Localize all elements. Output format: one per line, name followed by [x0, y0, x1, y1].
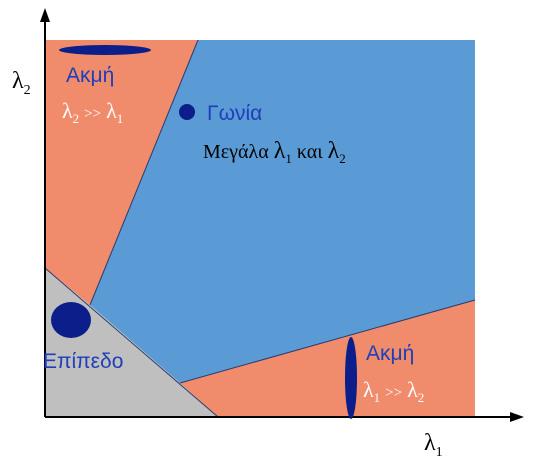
flat-ellipse [51, 302, 91, 338]
corner-title: Γωνία [207, 102, 262, 125]
corner-dot [179, 104, 195, 120]
edge-top-ellipse [59, 45, 151, 55]
edge-top-condition: λ2 >> λ1 [62, 98, 123, 126]
x-axis-arrow [510, 412, 524, 422]
flat-title: Επίπεδο [43, 350, 123, 373]
y-axis-arrow [40, 8, 50, 22]
edge-top-region [45, 40, 198, 305]
corner-description: Μεγάλα λ1 και λ2 [203, 138, 346, 166]
edge-right-title: Ακμή [366, 342, 414, 365]
boundary-flat [44, 267, 219, 418]
edge-right-region [180, 300, 475, 417]
x-axis-label: λ1 [424, 430, 443, 460]
boundary-edge-right [179, 299, 476, 384]
y-axis-label: λ2 [12, 68, 31, 98]
edge-right-condition: λ1 >> λ2 [363, 377, 424, 405]
boundary-edge-top [89, 39, 199, 306]
edge-right-ellipse [345, 337, 357, 419]
edge-top-title: Ακμή [66, 64, 114, 87]
